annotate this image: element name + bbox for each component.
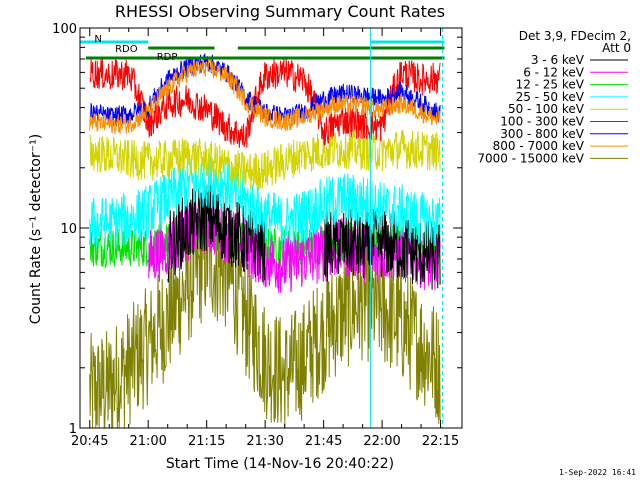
legend-label: 50 - 100 keV (508, 102, 585, 116)
series-25-50-kev (89, 153, 441, 251)
flags-layer: N RDO RDP (80, 28, 445, 428)
y-axis-label: Count Rate (s⁻¹ detector⁻¹) (28, 134, 44, 324)
y-tick-label: 100 (52, 22, 77, 37)
flag-annotation-rdo: RDO (115, 44, 138, 55)
x-tick-label: 20:45 (71, 434, 108, 449)
legend-label: 7000 - 15000 keV (477, 151, 584, 165)
y-tick-label: 1 (69, 422, 77, 437)
flag-annotation-n: N (94, 34, 101, 45)
legend-label: 800 - 7000 keV (493, 139, 585, 153)
flag-annotation-rdp: RDP (157, 52, 178, 63)
x-axis-label: Start Time (14-Nov-16 20:40:22) (166, 456, 394, 472)
chart-title: RHESSI Observing Summary Count Rates (115, 2, 445, 21)
legend-header-line-2: Att 0 (602, 41, 631, 55)
series-6-12-kev (148, 196, 441, 293)
legend-label: 100 - 300 keV (500, 115, 584, 129)
x-tick-label: 21:00 (129, 434, 166, 449)
axes-layer: 100 10 120:45 21:00 21:15 21:30 21:45 22:00 22:1… (52, 22, 462, 449)
legend-label: 300 - 800 keV (500, 127, 584, 141)
legend-header-line-1: Det 3,9, FDecim 2, (519, 29, 631, 43)
x-tick-label: 22:00 (363, 434, 400, 449)
series-line (148, 196, 441, 293)
series-layer (89, 53, 441, 429)
legend-label: 25 - 50 keV (516, 90, 585, 104)
series-50-100-kev (89, 128, 441, 191)
x-tick-label: 21:15 (188, 434, 225, 449)
legend-label: 3 - 6 keV (531, 53, 585, 67)
x-tick-label: 22:15 (422, 434, 459, 449)
series-line (89, 57, 441, 135)
series-7000-15000-kev (89, 209, 441, 429)
series-100-300-kev (89, 57, 441, 148)
series-line (89, 128, 441, 191)
footer-timestamp: 1-Sep-2022 16:41 (559, 468, 636, 477)
legend-label: 12 - 25 keV (516, 78, 585, 92)
y-tick-label: 10 (60, 222, 77, 237)
series-line (89, 209, 441, 429)
x-tick-label: 21:45 (305, 434, 342, 449)
legend-label: 6 - 12 keV (523, 65, 585, 79)
series-line (89, 57, 441, 148)
series-800-7000-kev (89, 57, 441, 135)
x-tick-label: 21:30 (246, 434, 283, 449)
series-line (89, 153, 441, 251)
